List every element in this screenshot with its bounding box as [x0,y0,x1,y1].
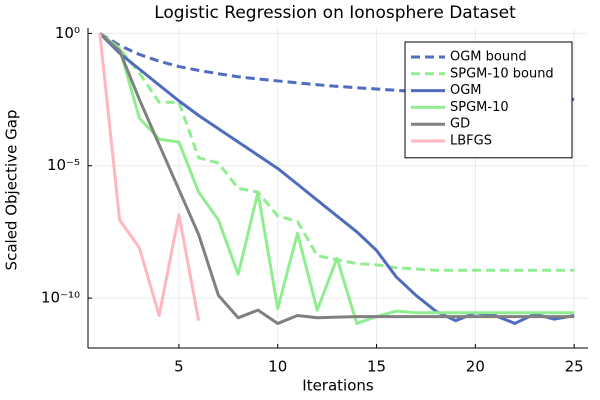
series-line [98,33,201,321]
legend-label: OGM [450,83,482,98]
legend-label: GD [450,117,470,132]
legend-label: SPGM-10 [450,100,509,115]
y-tick-label: 10⁰ [55,24,80,42]
legend-label: LBFGS [450,134,492,149]
x-tick-label: 5 [174,358,184,376]
legend-label: OGM bound [450,50,527,65]
x-tick-label: 15 [367,358,386,376]
legend-box [404,41,573,159]
x-tick-label: 10 [268,358,287,376]
series-line [98,32,575,325]
y-axis-label: Scaled Objective Gap [3,110,21,271]
y-tick-label: 10⁻⁵ [47,156,80,174]
series-line [98,32,575,325]
x-tick-label: 20 [466,358,485,376]
y-tick-label: 10⁻¹⁰ [41,289,80,307]
x-axis-label: Iterations [302,377,374,395]
chart-title: Logistic Regression on Ionosphere Datase… [154,3,516,23]
series-line [99,32,575,101]
x-tick-label: 25 [565,358,584,376]
legend-label: SPGM-10 bound [450,66,554,81]
